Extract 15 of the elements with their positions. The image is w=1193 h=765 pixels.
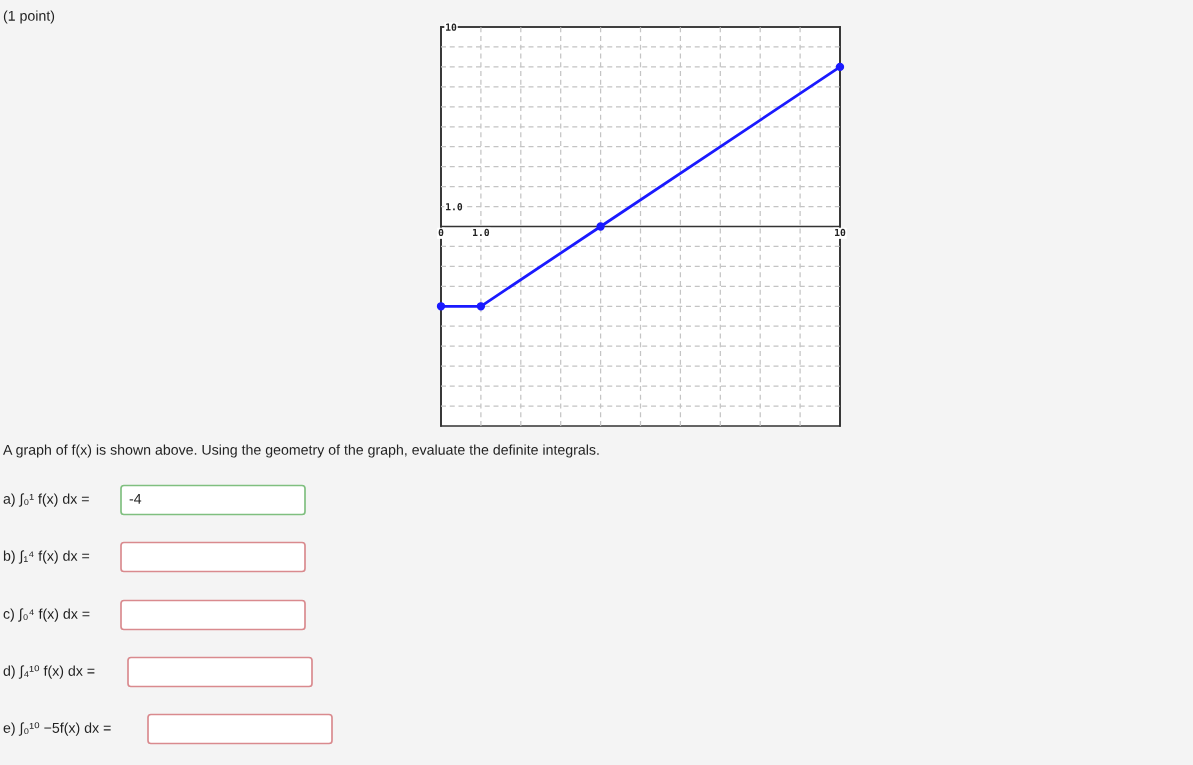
text: A graph of f(x) is shown above. Using the geometry of the graph, evaluate the definite integrals. [3,444,599,458]
point [476,302,486,311]
text: e) ∫₀¹⁰ −5f(x) dx = [3,722,111,736]
text: -4 [129,493,142,504]
text: c) ∫₀⁴ f(x) dx = [3,608,90,622]
point [835,62,845,72]
text: a) ∫₀¹ f(x) dx = [3,493,89,507]
x-tick-label: 0 [438,228,444,237]
text: b) ∫₁⁴ f(x) dx = [3,550,90,564]
point [596,222,605,231]
text: d) ∫₄¹⁰ f(x) dx = [3,665,95,679]
x-tick-label: 1.0 [473,228,490,237]
text: (1 point) [3,10,55,24]
point [436,302,446,311]
x-tick-label: 10 [835,228,846,237]
